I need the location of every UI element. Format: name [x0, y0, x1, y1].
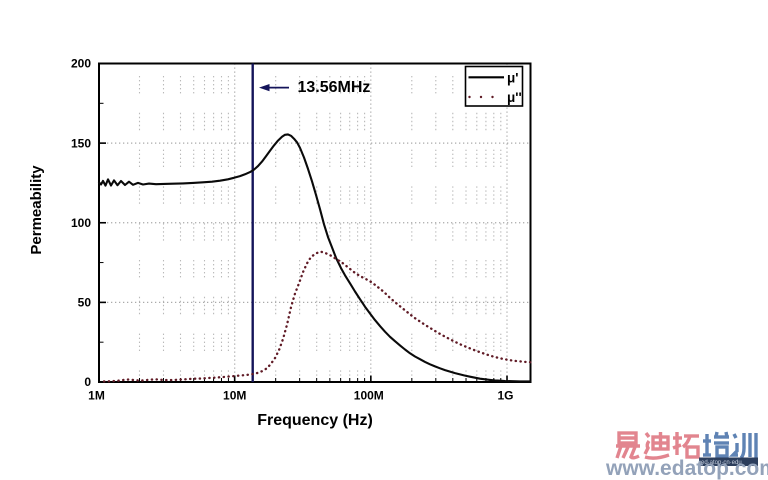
- svg-text:1M: 1M: [88, 389, 105, 403]
- svg-text:200: 200: [71, 57, 91, 71]
- svg-text:1G: 1G: [497, 389, 513, 403]
- svg-text:μ'': μ'': [507, 90, 522, 105]
- svg-text:Permeability: Permeability: [28, 165, 45, 255]
- svg-text:150: 150: [71, 136, 91, 150]
- svg-text:100M: 100M: [354, 389, 384, 403]
- svg-text:100: 100: [71, 216, 91, 230]
- svg-text:10M: 10M: [223, 389, 246, 403]
- svg-text:ed·atop·cn·edu: ed·atop·cn·edu: [701, 460, 742, 466]
- svg-text:μ': μ': [507, 71, 518, 86]
- svg-text:50: 50: [78, 296, 92, 310]
- svg-text:www.edatop.com: www.edatop.com: [605, 457, 768, 480]
- svg-text:Frequency (Hz): Frequency (Hz): [257, 412, 373, 429]
- svg-text:13.56MHz: 13.56MHz: [298, 79, 371, 96]
- svg-text:0: 0: [84, 375, 91, 389]
